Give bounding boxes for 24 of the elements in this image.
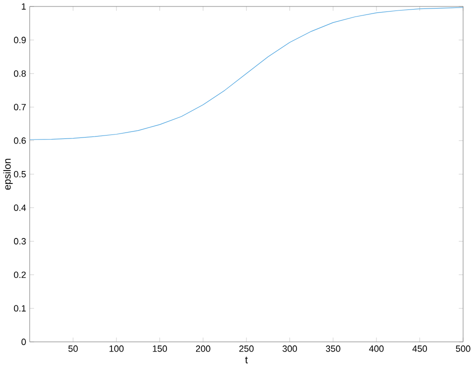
x-axis-title: t xyxy=(245,356,248,364)
x-tick-label: 200 xyxy=(196,346,210,352)
y-tick-label: 0.9 xyxy=(14,36,26,44)
y-tick-label: 0.4 xyxy=(14,204,26,212)
x-tick-label: 250 xyxy=(239,346,254,352)
y-tick-label: 0.1 xyxy=(14,305,26,312)
x-tick-label: 450 xyxy=(412,346,427,352)
y-tick-label: 0.2 xyxy=(14,272,26,278)
x-tick-label: 50 xyxy=(68,346,78,352)
line-series xyxy=(30,7,464,140)
y-axis-title: epsilon xyxy=(3,159,13,190)
x-tick-label: 400 xyxy=(369,346,384,352)
x-tick-label: 150 xyxy=(152,346,167,352)
y-tick-label: 0.5 xyxy=(14,171,26,178)
y-tick-label: 0.6 xyxy=(14,138,26,144)
x-tick-label: 500 xyxy=(456,346,470,352)
x-tick-label: 100 xyxy=(110,346,124,352)
y-tick-label: 0 xyxy=(22,338,26,346)
x-tick-label: 350 xyxy=(326,346,340,352)
y-tick-label: 0.7 xyxy=(14,104,26,110)
y-tick-label: 0.3 xyxy=(14,238,26,245)
x-tick-label: 300 xyxy=(282,346,297,352)
y-tick-label: 1 xyxy=(22,4,26,10)
y-tick-label: 0.8 xyxy=(14,70,26,77)
